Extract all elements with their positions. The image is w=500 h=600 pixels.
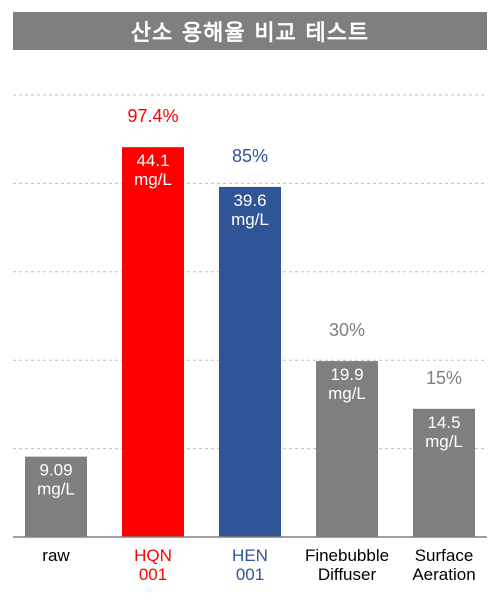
category-label-line2: 001	[139, 565, 167, 584]
chart-title-bar: 산소 용해율 비교 테스트	[13, 12, 487, 50]
percent-label: 30%	[329, 320, 365, 340]
bar-unit-label: mg/L	[328, 384, 366, 403]
category-label-line2: Diffuser	[318, 565, 377, 584]
chart-title: 산소 용해율 비교 테스트	[130, 21, 370, 46]
bar	[316, 361, 378, 537]
category-label: raw	[42, 546, 70, 565]
category-label: HQN	[134, 546, 172, 565]
bar	[219, 186, 281, 537]
category-label: Surface	[415, 546, 474, 565]
bar-value-label: 19.9	[330, 365, 363, 384]
category-label: Finebubble	[305, 546, 389, 565]
category-label-line2: 001	[236, 565, 264, 584]
percent-label: 97.4%	[127, 106, 178, 126]
percent-label: 85%	[232, 146, 268, 166]
category-label-line2: Aeration	[412, 565, 475, 584]
bar-unit-label: mg/L	[134, 170, 172, 189]
bar-unit-label: mg/L	[425, 432, 463, 451]
category-label: HEN	[232, 546, 268, 565]
bar-value-label: 44.1	[136, 151, 169, 170]
bar-unit-label: mg/L	[37, 480, 75, 499]
bar	[122, 147, 184, 537]
bar	[413, 408, 475, 537]
percent-label: 15%	[426, 368, 462, 388]
bar-unit-label: mg/L	[231, 210, 269, 229]
bar-value-label: 14.5	[427, 413, 460, 432]
bar-value-label: 39.6	[233, 191, 266, 210]
bar-value-label: 9.09	[39, 461, 72, 480]
bar	[25, 456, 87, 537]
